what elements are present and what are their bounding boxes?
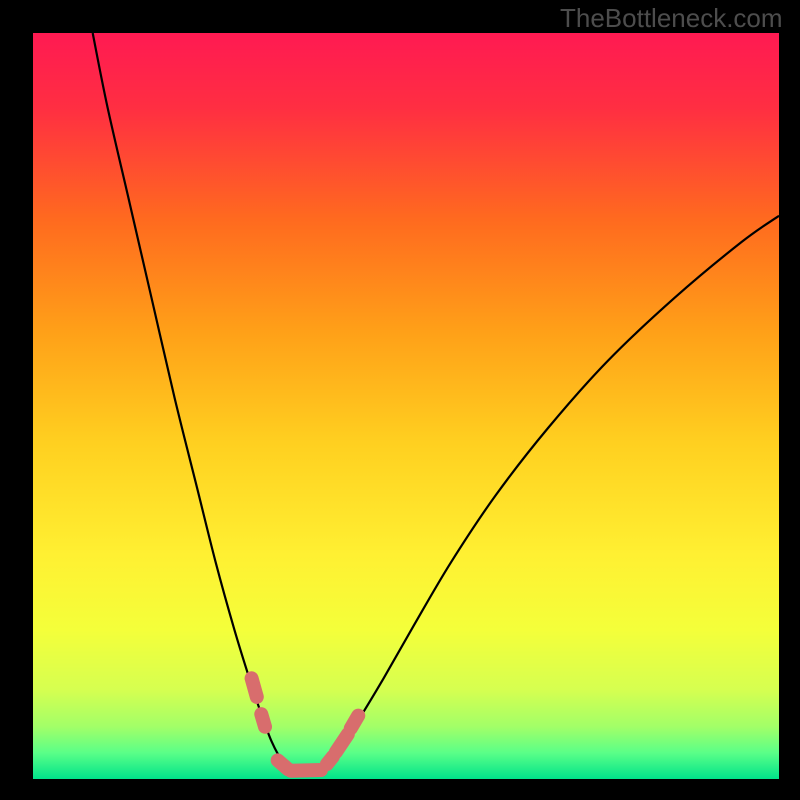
chart-stage: TheBottleneck.com — [0, 0, 800, 800]
highlight-segment — [261, 714, 265, 727]
highlight-segment — [351, 716, 358, 729]
highlight-segment — [291, 770, 321, 771]
plot-svg — [33, 33, 779, 779]
highlight-segment — [336, 734, 348, 752]
highlight-segment — [252, 678, 257, 697]
plot-area — [33, 33, 779, 779]
watermark-text: TheBottleneck.com — [560, 3, 783, 34]
